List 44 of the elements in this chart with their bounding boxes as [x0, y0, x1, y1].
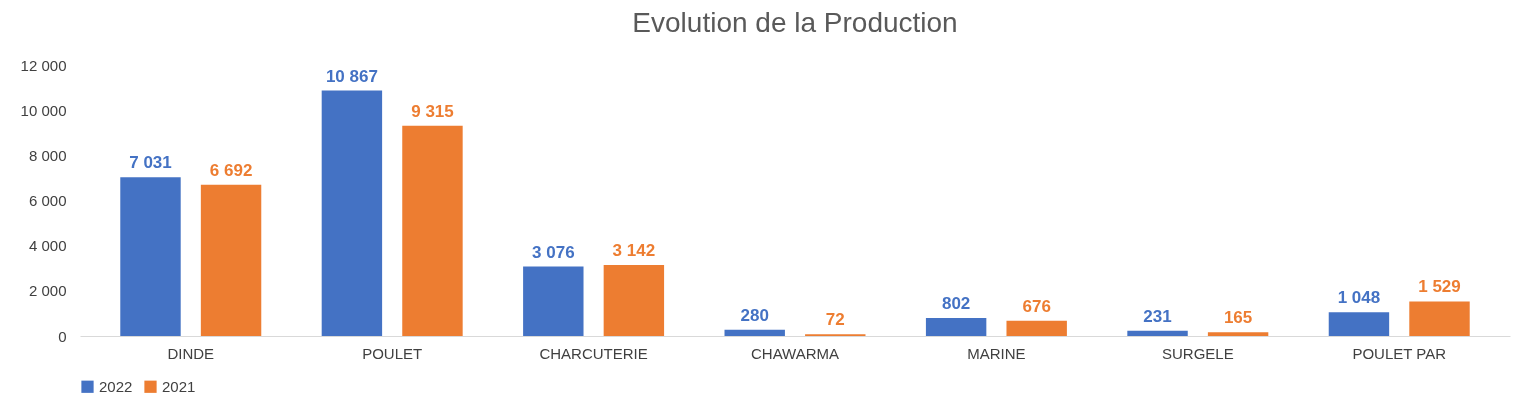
bar [523, 266, 584, 336]
data-label: 165 [1223, 308, 1253, 328]
y-tick-label: 4 000 [28, 237, 67, 255]
data-label: 10 867 [325, 66, 378, 86]
bar [1328, 312, 1390, 336]
data-label: 231 [1143, 306, 1172, 326]
bar [402, 125, 463, 336]
x-tick-label: POULET PAR [1352, 344, 1447, 362]
bar [724, 329, 785, 336]
data-label: 3 076 [532, 242, 575, 262]
data-label: 6 692 [209, 160, 253, 180]
bar [200, 184, 262, 336]
bar [1127, 330, 1188, 336]
data-label: 1 048 [1337, 288, 1381, 308]
data-label: 72 [825, 310, 845, 330]
data-label: 1 529 [1418, 277, 1461, 297]
y-tick-label: 10 000 [20, 101, 67, 119]
legend-label: 2022 [99, 377, 133, 395]
data-label: 676 [1022, 296, 1051, 316]
data-label: 9 315 [411, 101, 454, 121]
x-tick-label: CHAWARMA [750, 344, 840, 362]
data-label: 802 [941, 293, 971, 313]
x-tick-label: POULET [362, 344, 423, 362]
x-tick-label: SURGELE [1161, 344, 1234, 362]
legend-label: 2021 [162, 377, 196, 395]
y-tick-label: 0 [58, 327, 67, 345]
chart-title: Evolution de la Production [632, 7, 958, 38]
y-tick-label: 8 000 [28, 146, 67, 164]
x-tick-label: CHARCUTERIE [539, 344, 648, 362]
data-label: 7 031 [129, 153, 172, 173]
x-tick-label: MARINE [967, 344, 1026, 362]
y-tick-label: 6 000 [28, 192, 67, 209]
bar [603, 265, 665, 336]
bar [1409, 301, 1470, 336]
y-tick-label: 2 000 [28, 282, 67, 300]
bar [1207, 332, 1269, 336]
bar [120, 177, 181, 336]
x-tick-label: DINDE [167, 344, 215, 362]
bar [925, 317, 987, 336]
data-label: 280 [740, 305, 769, 325]
data-label: 3 142 [612, 241, 656, 261]
bar [321, 90, 383, 336]
y-tick-label: 12 000 [20, 56, 67, 74]
bar [1006, 320, 1067, 336]
